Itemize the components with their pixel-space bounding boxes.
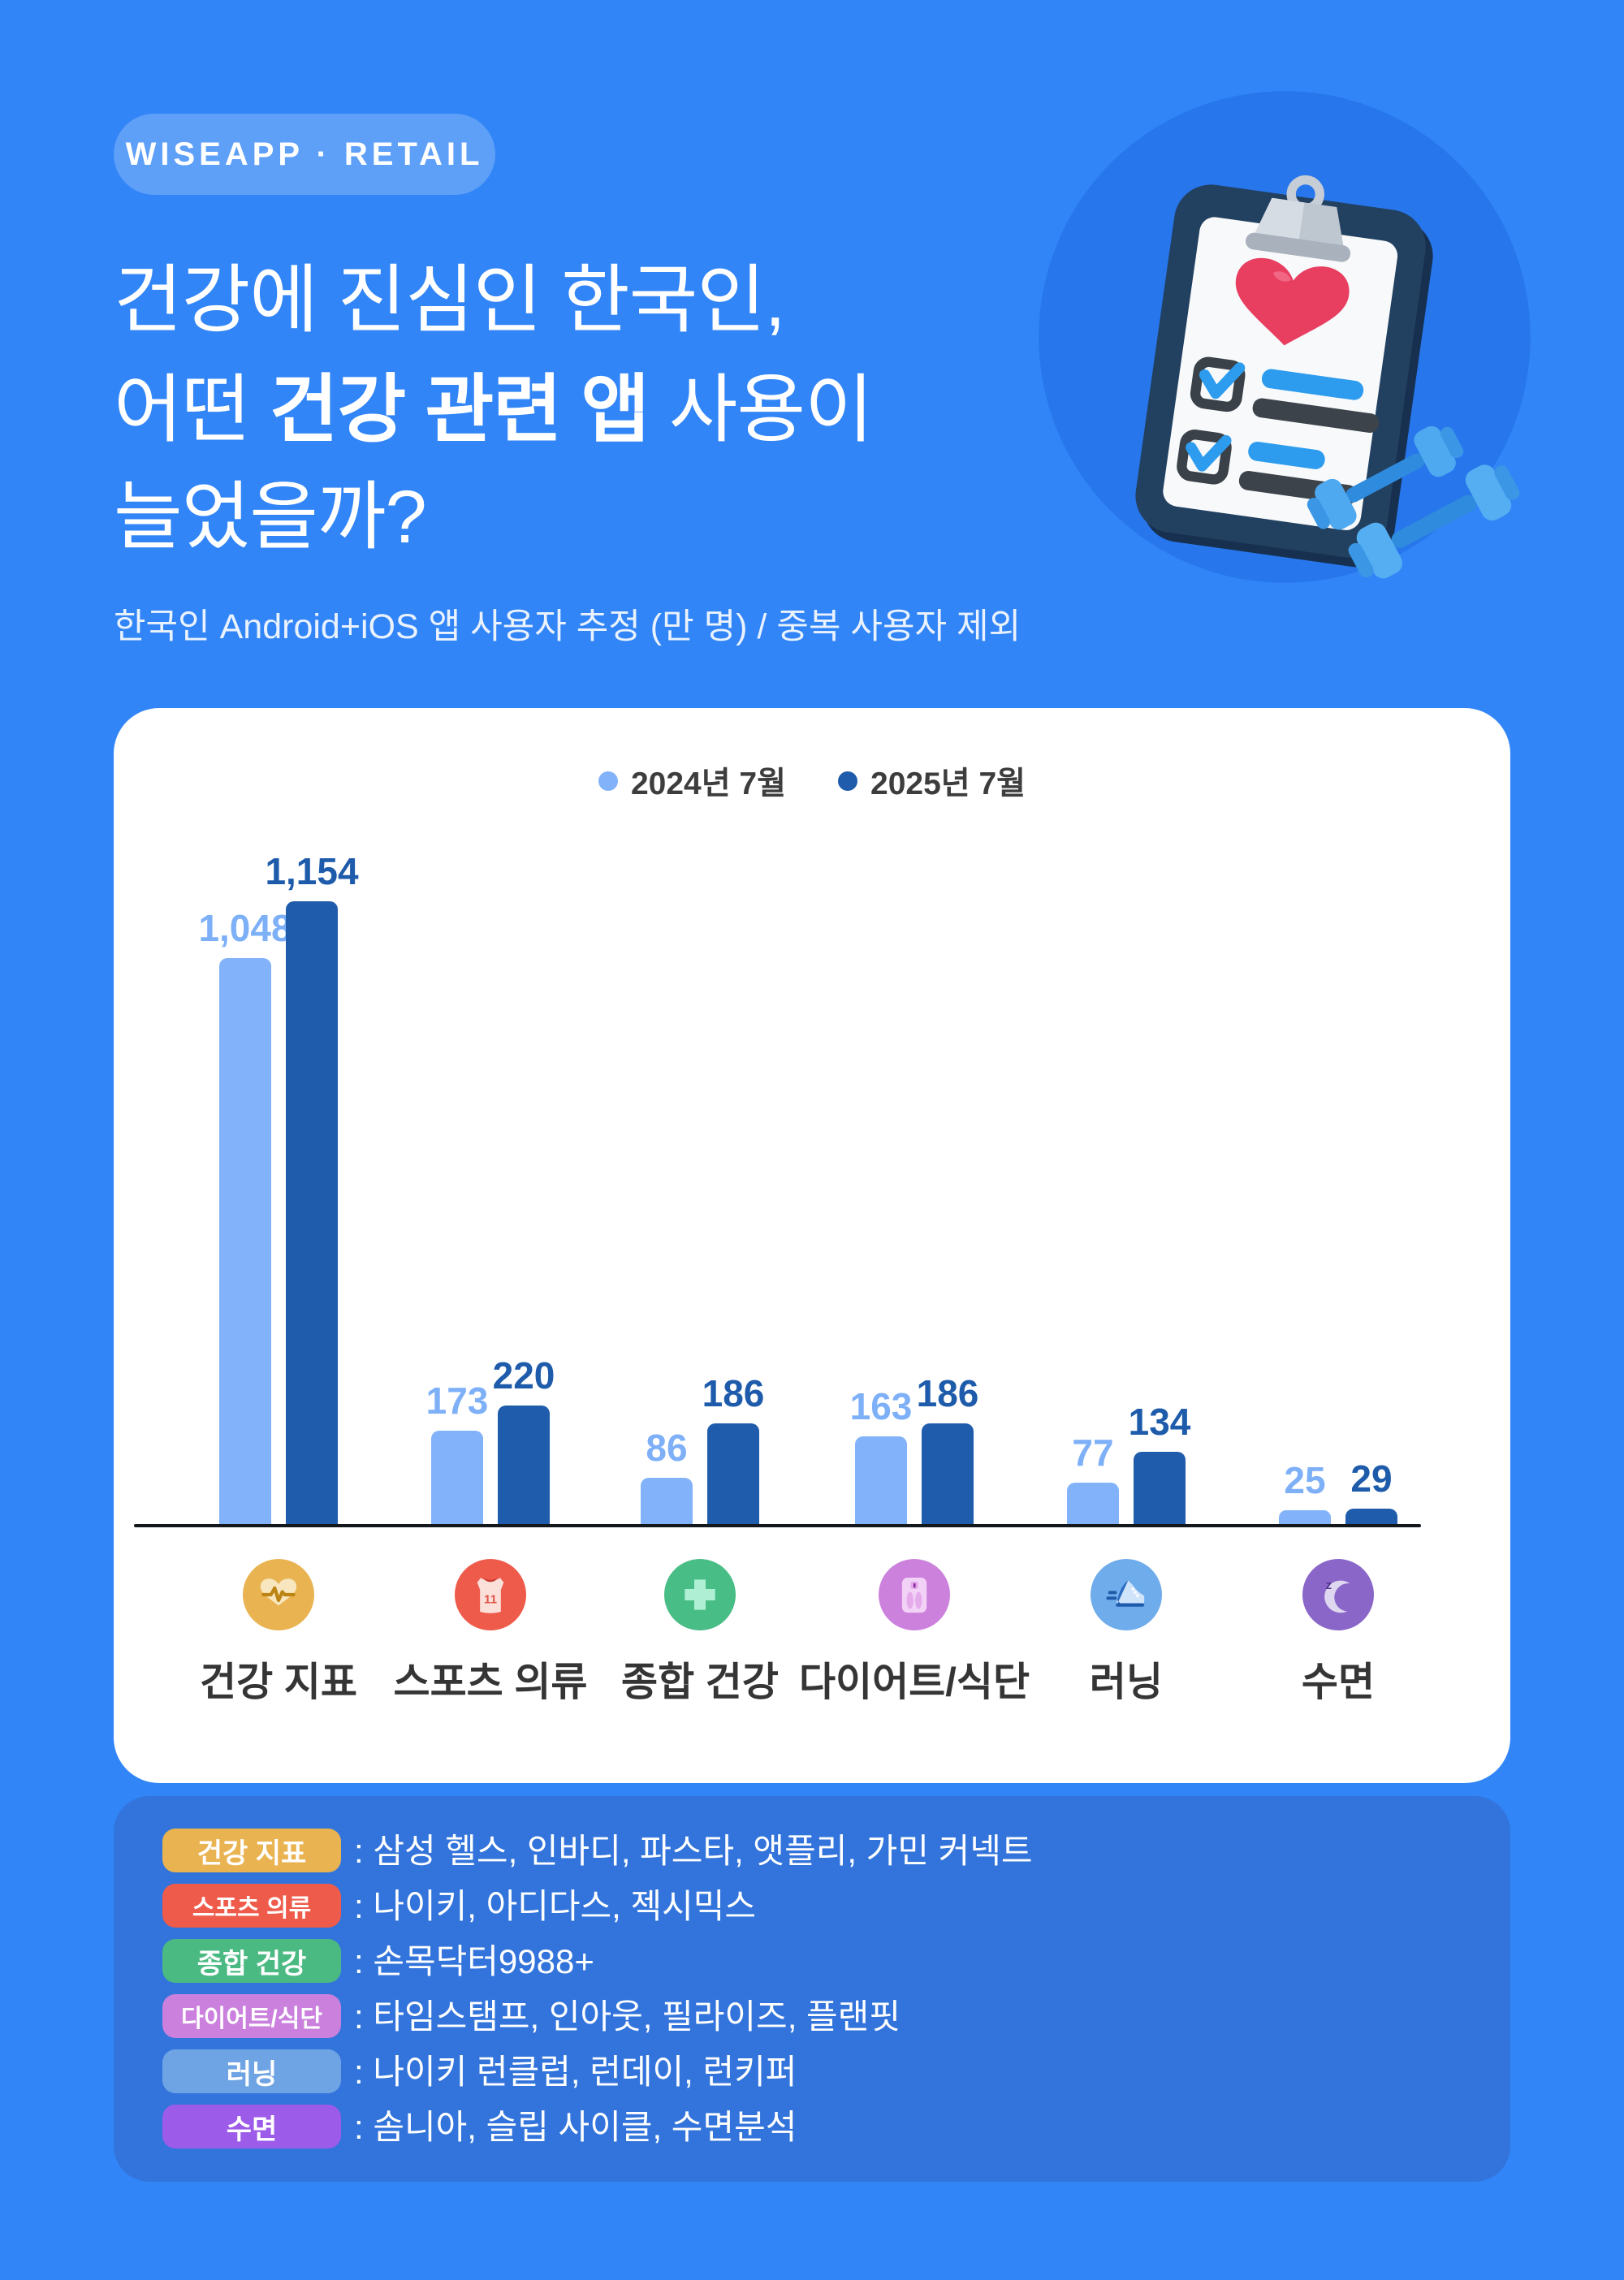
medical-cross-icon <box>664 1559 736 1630</box>
category-pill-4: 러닝 <box>162 2049 341 2093</box>
heart-pulse-icon <box>243 1559 314 1630</box>
bar-value-수면-2024년 7월: 25 <box>1284 1459 1326 1501</box>
title-line2-post: 사용이 <box>649 369 874 451</box>
apps-list-0: : 삼성 헬스, 인바디, 파스타, 앳플리, 가민 커넥트 <box>354 1829 1033 1872</box>
brand-badge-label: WISEAPP · RETAIL <box>125 136 484 172</box>
bar-chart: 1,048 1,154 건강 지표 173 220 11 스포츠 의류 86 186 종합 건강 1… <box>114 708 1510 1783</box>
weight-scale-icon <box>879 1559 950 1630</box>
legend-label-1: 2025년 7월 <box>870 766 1026 801</box>
clipboard-heart-checklist-with-dumbbells-icon <box>1039 91 1531 583</box>
bar-value-수면-2025년 7월: 29 <box>1350 1457 1393 1500</box>
category-pill-3: 다이어트/식단 <box>162 1994 341 2038</box>
apps-text-3: 타임스탬프, 인아웃, 필라이즈, 플랜핏 <box>363 1997 901 2036</box>
apps-row-1: 스포츠 의류: 나이키, 아디다스, 젝시믹스 <box>114 1884 1510 1928</box>
page-title-line3: 늘었을까? <box>114 476 427 559</box>
page-title-line1: 건강에 진심인 한국인, <box>114 259 785 342</box>
sleep-moon-icon: z <box>1302 1559 1374 1630</box>
category-apps-panel: 건강 지표: 삼성 헬스, 인바디, 파스타, 앳플리, 가민 커넥트 스포츠 의… <box>114 1796 1510 2182</box>
running-shoe-icon <box>1091 1559 1162 1630</box>
legend-dot-1 <box>838 771 857 791</box>
legend-item-1: 2025년 7월 <box>838 758 1026 804</box>
category-label-5: 수면 <box>1301 1660 1376 1704</box>
page-title-line2: 어떤 건강 관련 앱 사용이 <box>114 349 874 457</box>
apps-list-2: : 손목닥터9988+ <box>354 1939 594 1983</box>
apps-separator-5: : <box>354 2108 364 2146</box>
bar-value-종합 건강-2025년 7월: 186 <box>702 1372 765 1414</box>
apps-separator-3: : <box>354 1997 364 2036</box>
bar-value-스포츠 의류-2024년 7월: 173 <box>425 1380 489 1422</box>
bar-value-러닝-2024년 7월: 77 <box>1072 1431 1114 1474</box>
bar-value-다이어트/식단-2025년 7월: 186 <box>916 1372 979 1414</box>
bar-value-건강 지표-2025년 7월: 1,154 <box>265 850 359 892</box>
bar-러닝-2024년 7월 <box>1067 1483 1119 1524</box>
sports-jersey-icon: 11 <box>455 1559 526 1630</box>
bar-수면-2025년 7월 <box>1345 1509 1397 1524</box>
bar-스포츠 의류-2024년 7월 <box>431 1431 483 1524</box>
page-subtitle: 한국인 Android+iOS 앱 사용자 추정 (만 명) / 중복 사용자 … <box>114 607 1021 646</box>
title-line2-pre: 어떤 <box>114 369 270 451</box>
bar-수면-2024년 7월 <box>1279 1510 1331 1524</box>
apps-list-4: : 나이키 런클럽, 런데이, 런키퍼 <box>354 2049 797 2093</box>
apps-row-4: 러닝: 나이키 런클럽, 런데이, 런키퍼 <box>114 2049 1510 2093</box>
legend-label-0: 2024년 7월 <box>630 766 786 801</box>
apps-list-3: : 타임스탬프, 인아웃, 필라이즈, 플랜핏 <box>354 1994 901 2038</box>
hero-illustration <box>1033 85 1536 589</box>
bar-value-종합 건강-2024년 7월: 86 <box>646 1427 688 1469</box>
x-axis-line <box>134 1524 1421 1527</box>
svg-text:z: z <box>1326 1578 1332 1592</box>
bar-종합 건강-2024년 7월 <box>641 1478 693 1524</box>
title-line2-bold: 건강 관련 앱 <box>269 369 650 451</box>
apps-separator-4: : <box>354 2053 364 2091</box>
category-pill-5: 수면 <box>162 2105 341 2148</box>
apps-row-3: 다이어트/식단: 타임스탬프, 인아웃, 필라이즈, 플랜핏 <box>114 1994 1510 2038</box>
category-pill-0: 건강 지표 <box>162 1829 341 1872</box>
category-label-1: 스포츠 의류 <box>393 1660 588 1704</box>
bar-value-러닝-2025년 7월: 134 <box>1128 1401 1191 1443</box>
chart-card: 2024년 7월 2025년 7월 1,048 1,154 건강 지표 173 220 11… <box>114 708 1510 1783</box>
apps-text-1: 나이키, 아디다스, 젝시믹스 <box>363 1887 757 1925</box>
apps-text-5: 솜니아, 슬립 사이클, 수면분석 <box>363 2108 797 2146</box>
legend-dot-0 <box>598 771 618 791</box>
bar-종합 건강-2025년 7월 <box>707 1423 759 1524</box>
bar-러닝-2025년 7월 <box>1134 1452 1186 1524</box>
chart-legend: 2024년 7월 2025년 7월 <box>114 758 1510 804</box>
apps-separator-2: : <box>354 1942 364 1980</box>
category-pill-2: 종합 건강 <box>162 1939 341 1983</box>
apps-separator-0: : <box>354 1832 364 1870</box>
apps-row-2: 종합 건강: 손목닥터9988+ <box>114 1939 1510 1983</box>
bar-value-스포츠 의류-2025년 7월: 220 <box>492 1354 555 1397</box>
category-label-0: 건강 지표 <box>200 1660 357 1704</box>
apps-row-0: 건강 지표: 삼성 헬스, 인바디, 파스타, 앳플리, 가민 커넥트 <box>114 1829 1510 1872</box>
category-label-3: 다이어트/식단 <box>798 1660 1030 1704</box>
bar-건강 지표-2024년 7월 <box>219 958 271 1524</box>
brand-badge: WISEAPP · RETAIL <box>114 114 495 195</box>
bar-다이어트/식단-2025년 7월 <box>922 1423 974 1524</box>
category-label-2: 종합 건강 <box>621 1660 779 1704</box>
apps-row-5: 수면: 솜니아, 슬립 사이클, 수면분석 <box>114 2105 1510 2148</box>
category-pill-1: 스포츠 의류 <box>162 1884 341 1928</box>
apps-text-0: 삼성 헬스, 인바디, 파스타, 앳플리, 가민 커넥트 <box>363 1832 1033 1870</box>
apps-list-5: : 솜니아, 슬립 사이클, 수면분석 <box>354 2105 797 2148</box>
bar-건강 지표-2025년 7월 <box>286 901 338 1524</box>
legend-item-0: 2024년 7월 <box>598 758 786 804</box>
bar-value-건강 지표-2024년 7월: 1,048 <box>198 907 292 949</box>
apps-text-4: 나이키 런클럽, 런데이, 런키퍼 <box>363 2053 797 2091</box>
apps-text-2: 손목닥터9988+ <box>363 1942 594 1980</box>
svg-text:11: 11 <box>484 1593 497 1607</box>
bar-다이어트/식단-2024년 7월 <box>855 1436 907 1524</box>
apps-separator-1: : <box>354 1887 364 1925</box>
bar-스포츠 의류-2025년 7월 <box>498 1406 550 1524</box>
bar-value-다이어트/식단-2024년 7월: 163 <box>849 1385 913 1427</box>
apps-list-1: : 나이키, 아디다스, 젝시믹스 <box>354 1884 756 1928</box>
category-label-4: 러닝 <box>1089 1660 1164 1704</box>
